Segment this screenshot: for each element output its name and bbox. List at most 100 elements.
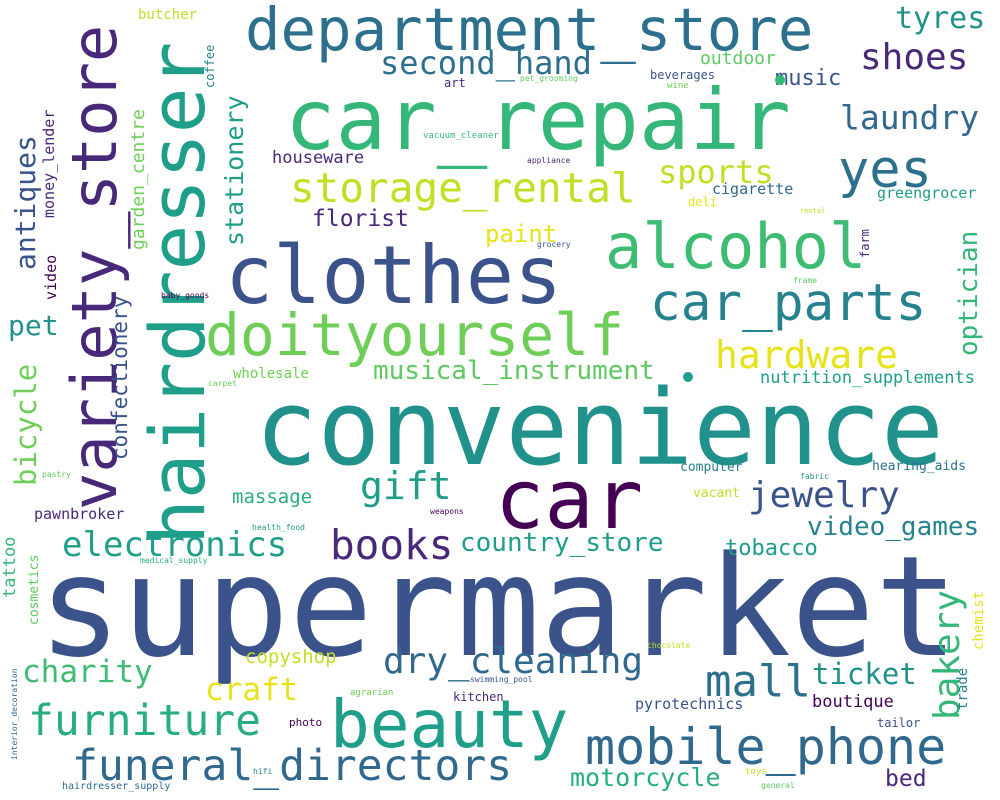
word-pet-grooming: pet_grooming xyxy=(520,74,578,83)
word-electronics: electronics xyxy=(62,525,288,565)
word-shoes: shoes xyxy=(860,37,969,78)
word-boutique: boutique xyxy=(812,692,894,712)
word-wine: wine xyxy=(667,81,689,91)
word-swimming-pool: swimming_pool xyxy=(470,675,533,684)
word-mobile-phone: mobile_phone xyxy=(585,718,947,776)
word-rental: rental xyxy=(800,207,826,215)
word-computer: computer xyxy=(680,460,743,475)
word-cigarette: cigarette xyxy=(712,180,794,198)
word-vacuum-cleaner: vacuum_cleaner xyxy=(423,131,499,141)
word-agrarian: agrarian xyxy=(350,688,394,698)
word-laundry: laundry xyxy=(840,98,980,137)
word-musical-instrument: musical_instrument xyxy=(373,356,655,386)
word-grocery: grocery xyxy=(537,240,571,249)
word-car: car xyxy=(495,453,644,548)
word-cosmetics: cosmetics xyxy=(27,554,42,625)
word-bed: bed xyxy=(885,766,927,792)
word-books: books xyxy=(330,521,454,569)
word-sports: sports xyxy=(658,153,774,191)
word-weapons: weapons xyxy=(430,507,464,516)
word-yes: yes xyxy=(838,140,932,200)
word-craft: craft xyxy=(205,672,299,708)
word-motorcycle: motorcycle xyxy=(570,763,721,792)
word-convenience: convenience xyxy=(255,367,944,489)
word-hearing-aids: hearing_aids xyxy=(872,459,966,474)
word-garden-centre: garden_centre xyxy=(128,109,149,250)
word-interior-decoration: interior_decoration xyxy=(10,668,19,760)
word-video-games: video_games xyxy=(807,512,980,542)
word-deli: deli xyxy=(688,195,717,209)
word-antiques: antiques xyxy=(9,135,42,270)
word-coffee: coffee xyxy=(203,44,217,88)
word-tobacco: tobacco xyxy=(725,536,818,561)
word-florist: florist xyxy=(312,206,409,232)
word-optician: optician xyxy=(954,230,984,356)
word-alcohol: alcohol xyxy=(605,210,867,283)
word-charity: charity xyxy=(22,654,153,690)
word-houseware: houseware xyxy=(272,148,365,168)
word-funeral-directors: funeral_directors xyxy=(72,741,513,791)
word-fabric: fabric xyxy=(800,472,829,481)
word-medical-supply: medical_supply xyxy=(140,556,208,565)
word-country-store: country_store xyxy=(460,528,664,558)
word-outdoor: outdoor xyxy=(700,48,776,69)
word-supermarket: supermarket xyxy=(38,526,959,688)
word-photo: photo xyxy=(289,716,323,729)
word-car-parts: car_parts xyxy=(650,274,927,333)
word-health-food: health_food xyxy=(252,523,305,532)
word-hardware: hardware xyxy=(715,333,899,377)
word-greengrocer: greengrocer xyxy=(877,184,977,202)
word-massage: massage xyxy=(232,486,313,508)
word-second-hand: second_hand xyxy=(380,44,592,82)
word-dry-cleaning: dry_cleaning xyxy=(383,641,644,682)
word-hairdresser-supply: hairdresser_supply xyxy=(62,781,171,792)
word-copyshop: copyshop xyxy=(245,646,337,668)
word-music: music xyxy=(775,66,842,91)
word-jewelry: jewelry xyxy=(748,475,900,516)
word-toys: toys xyxy=(745,767,767,777)
word-tailor: tailor xyxy=(877,716,921,730)
word-pawnbroker: pawnbroker xyxy=(34,505,125,523)
decorative-dot xyxy=(775,75,785,85)
word-art: art xyxy=(444,76,466,90)
word-baby-goods: baby_goods xyxy=(161,291,210,300)
word-appliance: appliance xyxy=(527,156,571,165)
word-clothes: clothes xyxy=(225,229,563,322)
word-kitchen: kitchen xyxy=(453,690,504,704)
word-bicycle: bicycle xyxy=(9,363,43,486)
word-carpet: carpet xyxy=(208,379,237,388)
word-farm: farm xyxy=(858,229,872,258)
word-ticket: ticket xyxy=(812,657,917,691)
word-beverages: beverages xyxy=(650,68,716,82)
word-doityourself: doityourself xyxy=(205,301,625,369)
word-paint: paint xyxy=(485,220,558,248)
word-tattoo: tattoo xyxy=(0,536,20,598)
word-mall: mall xyxy=(705,656,811,707)
word-chemist: chemist xyxy=(971,590,987,650)
word-hifi: hifi xyxy=(253,767,273,776)
word-vacant: vacant xyxy=(693,486,740,501)
word-confectionery: confectionery xyxy=(108,295,132,460)
word-tyres: tyres xyxy=(895,1,986,36)
word-general: general xyxy=(761,781,795,790)
word-video: video xyxy=(42,254,60,300)
word-pet: pet xyxy=(8,309,59,342)
word-chocolate: chocolate xyxy=(647,641,691,650)
word-furniture: furniture xyxy=(28,696,261,746)
word-pyrotechnics: pyrotechnics xyxy=(635,695,744,713)
word-beauty: beauty xyxy=(330,686,569,763)
word-stationery: stationery xyxy=(220,95,249,246)
word-storage-rental: storage_rental xyxy=(290,164,636,212)
decorative-dot xyxy=(683,372,693,382)
word-car-repair: car_repair xyxy=(285,71,791,169)
word-gift: gift xyxy=(360,464,452,508)
word-frame: frame xyxy=(793,276,818,285)
word-pastry: pastry xyxy=(42,470,71,479)
word-nutrition-supplements: nutrition_supplements xyxy=(760,368,975,388)
word-wholesale: wholesale xyxy=(233,366,309,382)
word-trade: trade xyxy=(955,667,971,710)
word-money-lender: money_lender xyxy=(40,109,58,218)
word-department-store: department_store xyxy=(245,0,814,64)
word-butcher: butcher xyxy=(138,7,198,23)
